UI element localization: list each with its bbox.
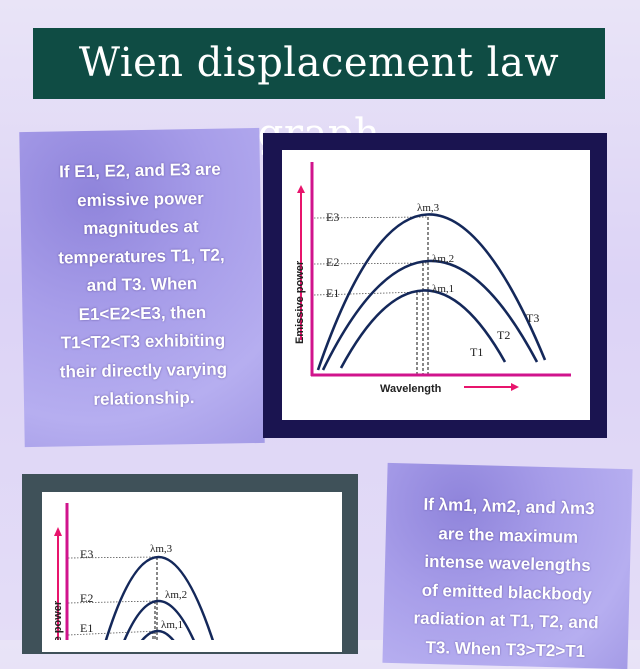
lambda2-label: λm,2 xyxy=(432,253,454,265)
lambda3-label: λm,3 xyxy=(150,543,173,555)
card-text-line: E1<E2<E3, then xyxy=(78,302,207,324)
graph-panel-bottom xyxy=(42,492,342,652)
y-axis-label: Emissive power xyxy=(294,260,306,344)
y-arrow-icon xyxy=(297,185,305,193)
e1-label: E1 xyxy=(326,286,339,300)
e2-label: E2 xyxy=(80,591,93,605)
e1-guide-line xyxy=(67,630,159,636)
curve-t2 xyxy=(321,259,539,371)
e3-guide-line xyxy=(313,216,429,219)
lambda1-label: λm,1 xyxy=(161,619,183,631)
y-arrow-icon xyxy=(54,527,62,536)
y-axis-label: Emissive power xyxy=(52,600,64,640)
e1-label: E1 xyxy=(80,621,93,635)
wien-graph-bottom: Emissive power E3 E2 E1 λm,3 λm,2 λm,1 xyxy=(52,503,214,640)
e3-label: E3 xyxy=(326,210,339,224)
explanation-card-energy: If E1, E2, and E3 are emissive power mag… xyxy=(19,127,265,448)
card-text-line: If E1, E2, and E3 are xyxy=(59,159,221,182)
page-title: Wien displacement law graph xyxy=(33,28,605,157)
card-text-line: their directly varying xyxy=(59,359,228,381)
card-text-line: magnitudes at xyxy=(83,217,199,239)
curve-t1 xyxy=(140,630,175,640)
e2-label: E2 xyxy=(326,255,339,269)
explanation-card-wavelength: If λm1, λm2, and λm3 are the maximum int… xyxy=(382,462,633,669)
e2-guide-line xyxy=(313,262,429,265)
card-text-line: T1<T2<T3 exhibiting xyxy=(60,330,226,353)
card-text-line: and T3. When xyxy=(86,274,198,295)
t3-label: T3 xyxy=(526,311,539,325)
e1-guide-line xyxy=(313,291,424,296)
card-text-line: relationship. xyxy=(93,388,195,409)
wien-graph-top: Emissive power Wavelength E3 E2 E1 λm,3 … xyxy=(294,162,571,395)
x-arrow-icon xyxy=(511,383,519,391)
e3-label: E3 xyxy=(80,547,93,561)
lambda3-label: λm,3 xyxy=(417,202,440,214)
curve-t3 xyxy=(316,213,547,371)
t2-label: T2 xyxy=(497,328,510,342)
card-text-line: temperatures T1, T2, xyxy=(58,245,225,267)
curve-t2 xyxy=(123,599,195,640)
curve-t3 xyxy=(104,556,214,640)
x-axis-label: Wavelength xyxy=(380,383,442,395)
lambda1-label: λm,1 xyxy=(432,283,454,295)
t1-label: T1 xyxy=(470,345,483,359)
lambda2-label: λm,2 xyxy=(165,589,187,601)
curve-t1 xyxy=(339,289,507,369)
card-text-line: emissive power xyxy=(76,188,204,210)
